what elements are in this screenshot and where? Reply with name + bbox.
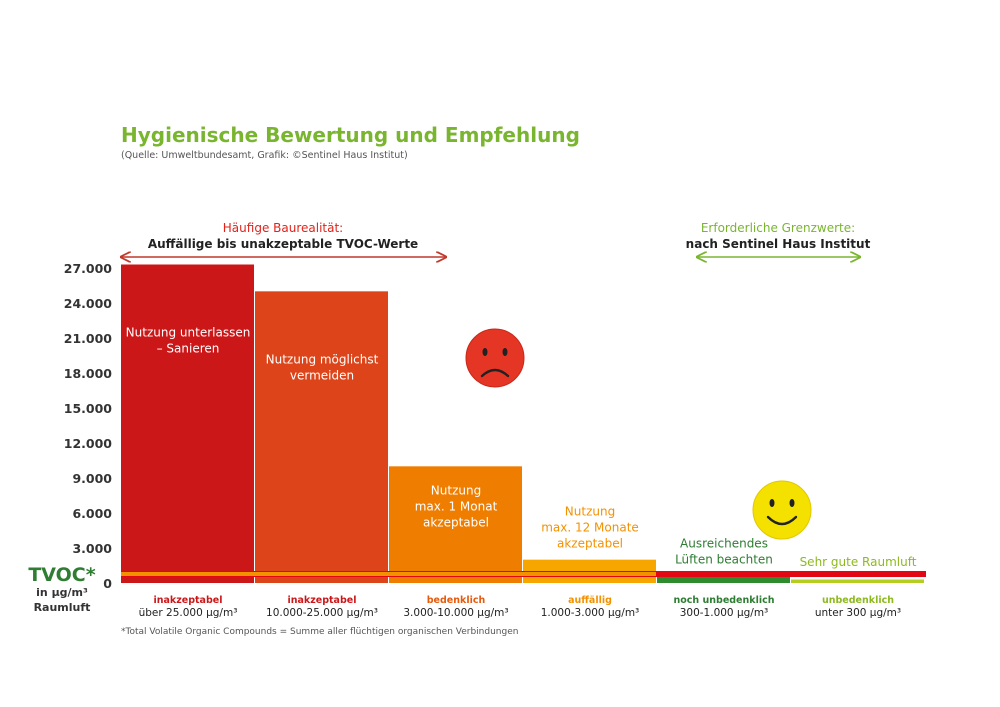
chart-title: Hygienische Bewertung und Empfehlung xyxy=(121,123,580,147)
y-tick-label: 27.000 xyxy=(64,261,113,276)
category-label: auffällig xyxy=(568,595,612,606)
y-axis-title: TVOC* xyxy=(28,564,95,586)
y-tick-label: 21.000 xyxy=(64,331,113,346)
bar-5-label: Lüften beachten xyxy=(675,552,773,566)
y-tick-label: 18.000 xyxy=(64,366,113,381)
footnote: *Total Volatile Organic Compounds = Summ… xyxy=(121,627,518,637)
bar-3-label: Nutzung xyxy=(431,483,481,497)
right-annotation-heading: Erforderliche Grenzwerte: xyxy=(701,221,855,235)
category-label: unbedenklich xyxy=(822,595,894,606)
category-label: inakzeptabel xyxy=(288,595,357,606)
bar-1-label: Nutzung unterlassen xyxy=(126,326,251,340)
chart-source: (Quelle: Umweltbundesamt, Grafik: ©Senti… xyxy=(121,150,408,161)
category-range: 300-1.000 µg/m³ xyxy=(680,607,769,619)
y-tick-label: 3.000 xyxy=(72,541,112,556)
y-tick-label: 6.000 xyxy=(72,506,112,521)
bar-3-label: max. 1 Monat xyxy=(415,499,498,513)
y-tick-label: 24.000 xyxy=(64,296,113,311)
bar-1 xyxy=(121,264,254,583)
bar-2 xyxy=(255,291,388,583)
right-annotation-sub: nach Sentinel Haus Institut xyxy=(686,237,871,251)
category-range: 10.000-25.000 µg/m³ xyxy=(266,607,378,619)
bar-5 xyxy=(657,575,790,583)
category-range: unter 300 µg/m³ xyxy=(815,607,901,619)
y-tick-label: 12.000 xyxy=(64,436,113,451)
category-range: über 25.000 µg/m³ xyxy=(139,607,238,619)
y-axis-unit: in µg/m³ xyxy=(36,586,88,599)
category-label: bedenklich xyxy=(427,595,486,606)
bar-4-label: akzeptabel xyxy=(557,537,623,551)
bars-group xyxy=(121,264,924,583)
bar-6 xyxy=(791,579,924,583)
y-tick-label: 9.000 xyxy=(72,471,112,486)
bar-4-label: max. 12 Monate xyxy=(541,521,639,535)
category-range: 1.000-3.000 µg/m³ xyxy=(541,607,640,619)
y-tick-label: 15.000 xyxy=(64,401,113,416)
bar-6-label: Sehr gute Raumluft xyxy=(800,555,917,569)
category-range: 3.000-10.000 µg/m³ xyxy=(403,607,508,619)
bar-5-label: Ausreichendes xyxy=(680,536,768,550)
bar-2-label: Nutzung möglichst xyxy=(266,352,379,366)
bar-1-label: – Sanieren xyxy=(157,342,220,356)
category-label: noch unbedenklich xyxy=(674,595,775,606)
bar-labels-group: Nutzung unterlassen – Sanieren Nutzung mög… xyxy=(126,326,917,570)
left-annotation-heading: Häufige Baurealität: xyxy=(223,221,343,235)
y-axis-unit-2: Raumluft xyxy=(34,601,91,614)
smile-face-icon xyxy=(752,480,812,540)
y-tick-label: 0 xyxy=(103,576,112,591)
left-annotation-sub: Auffällige bis unakzeptable TVOC-Werte xyxy=(148,237,418,251)
bar-3 xyxy=(389,466,522,583)
y-axis-ticks: 27.000 24.000 21.000 18.000 15.000 12.000 9.00… xyxy=(64,261,113,591)
bar-4-label: Nutzung xyxy=(565,505,615,519)
bar-2-label: vermeiden xyxy=(290,368,354,382)
category-label: inakzeptabel xyxy=(154,595,223,606)
frown-face-icon xyxy=(465,328,525,388)
bar-3-label: akzeptabel xyxy=(423,515,489,529)
